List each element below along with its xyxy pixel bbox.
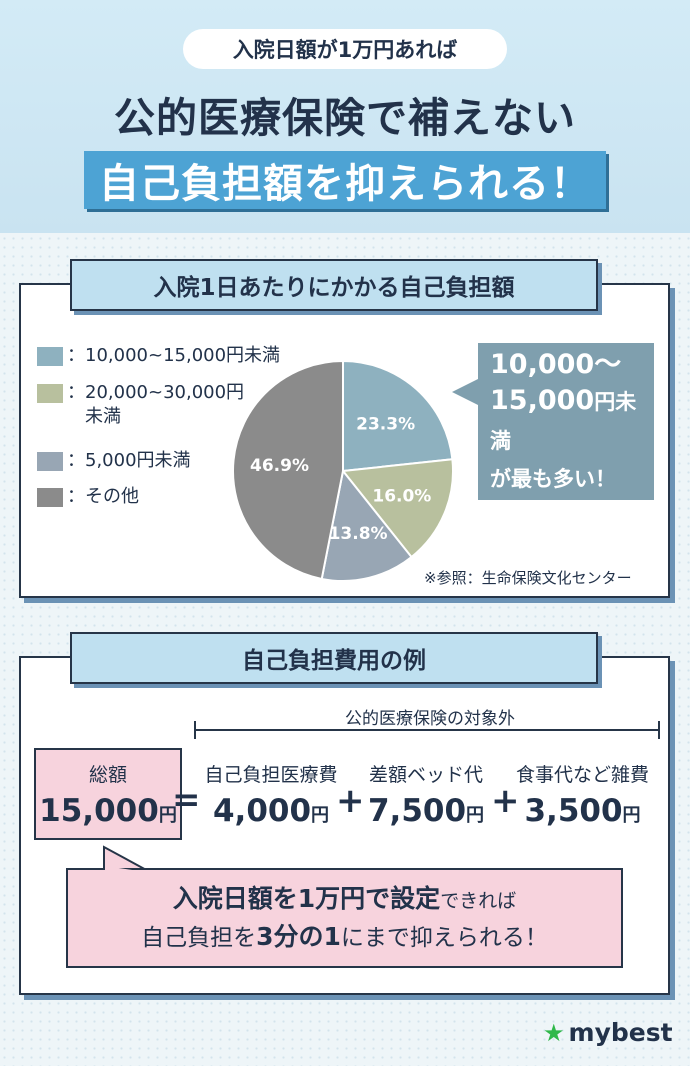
mybest-logo: ★ mybest bbox=[543, 1018, 673, 1047]
legend-label: ：10,000~15,000円未満 bbox=[67, 345, 281, 366]
headline-line2: 自己負担額を抑えられる！ bbox=[99, 161, 591, 207]
example-panel-tab: 自己負担費用の例 bbox=[70, 632, 598, 684]
header-banner: 入院日額が1万円あれば 公的医療保険で補えない 自己負担額を抑えられる！ bbox=[0, 0, 690, 233]
legend-label: ：5,000円未満 bbox=[67, 450, 191, 471]
star-icon: ★ bbox=[543, 1018, 565, 1047]
cost-item-amount: 4,000円 bbox=[212, 792, 330, 829]
bubble-line2: 自己負担を3分の1にまで抑えられる！ bbox=[141, 921, 548, 951]
legend-swatch bbox=[37, 452, 63, 471]
cost-item-label: 自己負担医療費 bbox=[204, 763, 338, 786]
cost-item-amount: 3,500円 bbox=[524, 792, 641, 829]
header-pill: 入院日額が1万円あれば bbox=[183, 29, 507, 69]
cost-item-label: 食事代など雑費 bbox=[515, 763, 649, 786]
legend-swatch bbox=[37, 488, 63, 507]
logo-text: mybest bbox=[568, 1018, 673, 1047]
total-label: 総額 bbox=[88, 763, 127, 786]
plus-sign: + bbox=[336, 781, 365, 821]
pie-panel-tab: 入院1日あたりにかかる自己負担額 bbox=[70, 259, 598, 311]
legend-label: ：20,000~30,000円 未満 bbox=[67, 382, 245, 427]
bracket-label: 公的医療保険の対象外 bbox=[345, 709, 515, 729]
cost-item-medical: 自己負担医療費 4,000円 bbox=[194, 748, 348, 840]
callout-box: 10,000〜 15,000円未満 が最も多い！ bbox=[478, 343, 654, 500]
legend-item: ：10,000~15,000円未満 bbox=[37, 344, 280, 368]
summary-bubble: 入院日額を1万円で設定できれば 自己負担を3分の1にまで抑えられる！ bbox=[66, 868, 623, 968]
cost-item-bed: 差額ベッド代 7,500円 bbox=[350, 748, 502, 840]
plus-sign: + bbox=[491, 781, 520, 821]
legend-label: ：その他 bbox=[67, 486, 139, 507]
legend-item: ：5,000円未満 bbox=[37, 449, 191, 473]
source-note: ※参照：生命保険文化センター bbox=[424, 569, 632, 587]
total-box: 総額 15,000円 bbox=[34, 748, 182, 840]
callout-line3: が最も多い！ bbox=[490, 466, 616, 491]
callout-tail bbox=[452, 378, 480, 406]
total-amount: 15,000円 bbox=[39, 792, 177, 829]
cost-item-label: 差額ベッド代 bbox=[368, 763, 483, 786]
legend-swatch bbox=[37, 347, 63, 366]
legend-item: ：20,000~30,000円 未満 bbox=[37, 381, 244, 429]
headline-line1: 公的医療保険で補えない bbox=[114, 94, 576, 142]
cost-item-misc: 食事代など雑費 3,500円 bbox=[505, 748, 660, 840]
legend-swatch bbox=[37, 384, 63, 403]
headline-highlight: 自己負担額を抑えられる！ bbox=[84, 151, 606, 209]
callout-line2: 15,000円未満 bbox=[490, 384, 637, 453]
cost-item-amount: 7,500円 bbox=[367, 792, 485, 829]
legend-item: ：その他 bbox=[37, 485, 139, 509]
bubble-line1: 入院日額を1万円で設定できれば bbox=[172, 883, 517, 913]
equals-sign: = bbox=[172, 780, 201, 820]
callout-line1: 10,000〜 bbox=[490, 348, 622, 380]
